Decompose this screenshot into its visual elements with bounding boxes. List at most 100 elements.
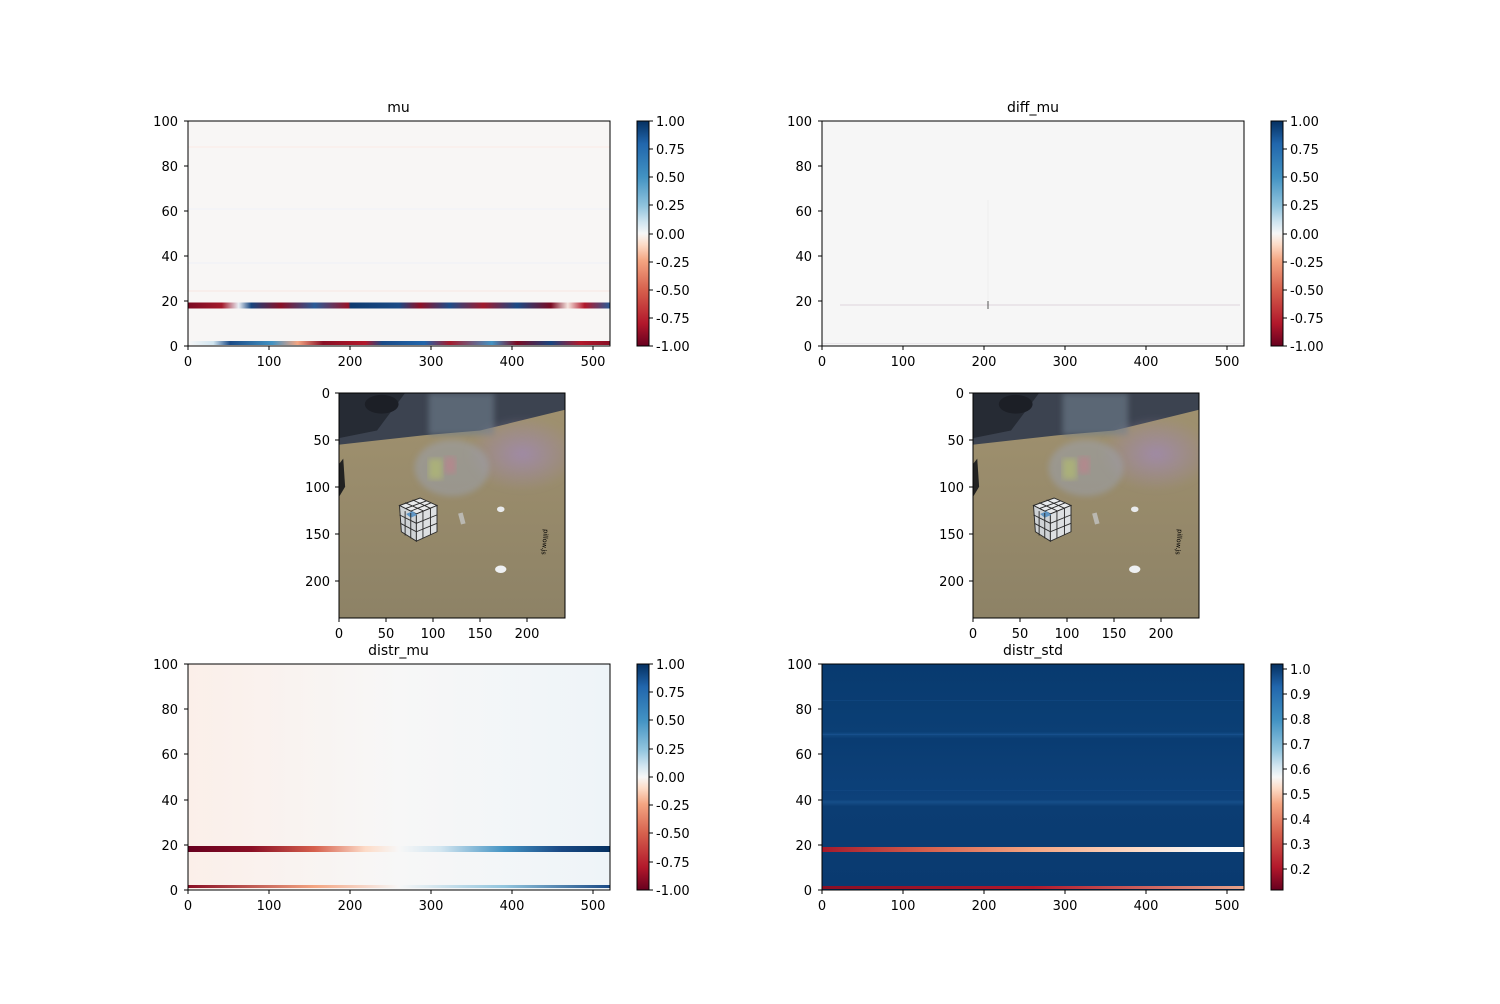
ytick-label: 40: [161, 794, 178, 809]
xtick-label: 200: [338, 355, 363, 370]
xtick-label: 200: [972, 899, 997, 914]
colorbar-tick-label: 0.5: [1290, 788, 1311, 803]
colorbar-distr-std-gradient: [1271, 664, 1283, 890]
heatmap-distr-mu-band: [188, 846, 610, 852]
xtick-label: 200: [515, 627, 540, 642]
xtick-label: 400: [1134, 899, 1159, 914]
colorbar-tick-label: 1.00: [656, 115, 685, 130]
yticks-mu: 0 20 40 60 80 100: [153, 115, 188, 355]
xtick-label: 0: [184, 899, 192, 914]
title-distr-mu: distr_mu: [368, 643, 429, 659]
colorbar-tick-label: -0.50: [656, 284, 690, 299]
colorbar-tick-label: -0.50: [656, 827, 690, 842]
title-mu: mu: [387, 100, 410, 116]
colorbar-tick-label: 0.50: [656, 714, 685, 729]
ytick-label: 100: [939, 481, 964, 496]
ytick-label: 0: [170, 884, 178, 899]
ytick-label: 100: [153, 115, 178, 130]
colorbar-tick-label: 0.3: [1290, 838, 1311, 853]
xticks-distr-std: 0 100 200 300 400 500: [818, 890, 1240, 914]
colorbar-distr-mu-gradient: [637, 664, 649, 890]
xtick-label: 100: [257, 355, 282, 370]
ytick-label: 60: [795, 748, 812, 763]
heatmap-distr-std-faint-stripe: [822, 734, 1244, 735]
ytick-label: 40: [795, 794, 812, 809]
colorbar-tick-label: 0.8: [1290, 713, 1311, 728]
heatmap-mu-band: [188, 341, 610, 345]
xtick-label: 100: [891, 899, 916, 914]
heatmap-distr-std-band: [822, 847, 1244, 852]
colorbar-tick-label: -0.75: [1290, 312, 1324, 327]
panel-distr-std: distr_std 0 100 200 300 400 500 0 20 40 …: [787, 643, 1311, 914]
xtick-label: 0: [335, 627, 343, 642]
ytick-label: 0: [322, 387, 330, 402]
xticks-photo-left: 0 50 100 150 200: [335, 618, 540, 642]
colorbar-tick-label: -1.00: [1290, 340, 1324, 355]
xtick-label: 300: [1053, 899, 1078, 914]
xtick-label: 0: [969, 627, 977, 642]
colorbar-tick-label: 0.6: [1290, 763, 1311, 778]
colorbar-mu: 1.00 0.75 0.50 0.25 0.00 -0.25 -0.50 -0.…: [637, 115, 690, 355]
yticks-distr-std: 0 20 40 60 80 100: [787, 658, 822, 899]
colorbar-diff-mu: 1.00 0.75 0.50 0.25 0.00 -0.25 -0.50 -0.…: [1271, 115, 1324, 355]
heatmap-mu-faint-stripe: [188, 208, 610, 210]
panel-mu: mu 0 100 200 300 400 500 0 20 40 60 80 1…: [153, 100, 689, 370]
heatmap-distr-std-faint-stripe: [822, 700, 1244, 701]
xtick-label: 400: [500, 899, 525, 914]
colorbar-tick-label: 0.00: [656, 771, 685, 786]
ytick-label: 150: [305, 528, 330, 543]
heatmap-mu-faint-stripe: [188, 146, 610, 148]
ytick-label: 60: [161, 748, 178, 763]
colorbar-distr-mu: 1.00 0.75 0.50 0.25 0.00 -0.25 -0.50 -0.…: [637, 658, 690, 899]
yticks-photo-left: 0 50 100 150 200: [305, 387, 339, 590]
xtick-label: 400: [1134, 355, 1159, 370]
ytick-label: 0: [804, 340, 812, 355]
heatmap-distr-mu-band: [188, 885, 610, 888]
heatmap-distr-std-background: [822, 664, 1244, 890]
xticks-mu: 0 100 200 300 400 500: [184, 346, 606, 370]
xtick-label: 500: [1215, 899, 1240, 914]
xtick-label: 300: [419, 899, 444, 914]
colorbar-tick-label: 0.7: [1290, 738, 1311, 753]
xtick-label: 0: [184, 355, 192, 370]
photo-right-image: [974, 393, 1213, 618]
xtick-label: 100: [891, 355, 916, 370]
ytick-label: 0: [956, 387, 964, 402]
title-diff-mu: diff_mu: [1007, 100, 1059, 116]
ytick-label: 80: [795, 160, 812, 175]
colorbar-tick-label: 0.4: [1290, 813, 1311, 828]
xtick-label: 500: [581, 355, 606, 370]
ytick-label: 50: [947, 434, 964, 449]
colorbar-tick-label: -0.50: [1290, 284, 1324, 299]
colorbar-tick-label: 0.9: [1290, 688, 1311, 703]
ytick-label: 80: [161, 160, 178, 175]
panel-distr-mu: distr_mu 0 100 200 300 400 500 0 20 40 6…: [153, 643, 689, 914]
colorbar-tick-label: -0.75: [656, 856, 690, 871]
colorbar-tick-label: -0.25: [1290, 256, 1324, 271]
ytick-label: 80: [161, 703, 178, 718]
colorbar-tick-label: -1.00: [656, 340, 690, 355]
colorbar-tick-label: 0.2: [1290, 863, 1311, 878]
colorbar-tick-label: 0.75: [1290, 143, 1319, 158]
ytick-label: 20: [161, 295, 178, 310]
heatmap-mu-background: [188, 121, 610, 346]
ytick-label: 60: [795, 205, 812, 220]
xtick-label: 100: [1055, 627, 1080, 642]
ytick-label: 150: [939, 528, 964, 543]
heatmap-mu-faint-stripe: [188, 290, 610, 292]
ytick-label: 40: [161, 250, 178, 265]
panel-diff-mu: diff_mu 0 100 200 300 400 500 0 20 40 60…: [787, 100, 1323, 370]
ytick-label: 60: [161, 205, 178, 220]
colorbar-mu-gradient: [637, 121, 649, 346]
photo-left-image: [340, 393, 579, 618]
colorbar-tick-label: 0.50: [1290, 171, 1319, 186]
xtick-label: 400: [500, 355, 525, 370]
xticks-distr-mu: 0 100 200 300 400 500: [184, 890, 606, 914]
ytick-label: 100: [153, 658, 178, 673]
ytick-label: 20: [795, 839, 812, 854]
ytick-label: 20: [795, 295, 812, 310]
xtick-label: 500: [581, 899, 606, 914]
xtick-label: 200: [1149, 627, 1174, 642]
xtick-label: 0: [818, 355, 826, 370]
